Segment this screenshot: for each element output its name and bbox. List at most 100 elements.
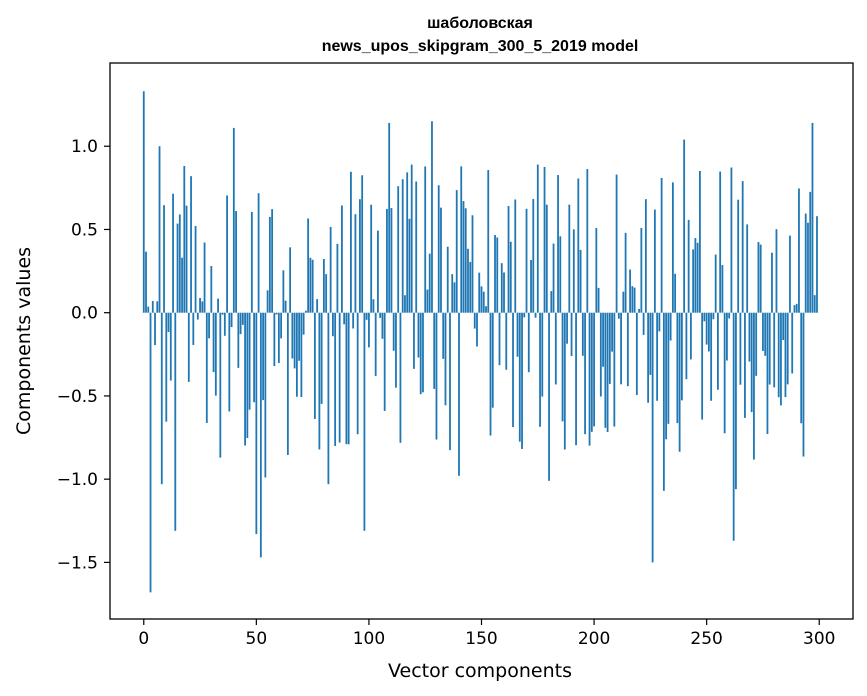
bar [181,257,183,313]
bar [178,214,181,313]
bar [753,312,755,460]
bar [662,312,665,491]
bar [313,312,316,419]
bar [782,312,785,341]
bar [816,216,818,313]
bar [460,166,463,313]
bar [532,199,535,313]
bar [343,312,346,325]
bar [379,312,382,318]
bar [165,312,168,422]
chart-title-line2: news_upos_skipgram_300_5_2019 model [322,38,639,55]
bar [604,312,607,428]
bar [478,272,481,313]
bar [444,312,447,406]
bar [509,241,512,313]
bar [699,170,701,313]
bar [539,312,541,427]
bar [480,286,483,313]
bar [268,216,271,313]
bar [685,312,688,380]
bar [775,229,778,313]
bar [669,312,672,341]
x-tick-label: 250 [690,629,722,649]
x-tick-label: 100 [353,629,385,649]
bars-group [142,91,818,593]
bar [642,312,645,335]
bar [541,312,544,397]
bar [392,312,395,351]
bar [370,204,373,313]
bar [588,312,591,446]
y-tick-label: 1.0 [71,137,98,157]
bar [527,312,530,373]
bar [316,299,319,313]
bar [485,306,487,313]
bar [325,274,328,313]
bar [295,312,298,397]
bar [762,312,764,351]
bar [187,312,190,382]
bar [597,287,600,313]
bar [476,312,478,347]
bar [726,312,728,361]
bar [244,312,246,446]
bar [149,312,152,593]
bar [658,312,661,332]
bar [167,312,170,332]
bar [255,312,258,535]
bar [744,312,746,418]
bar [304,310,307,313]
bar [536,164,539,313]
bar [640,227,643,313]
bar [257,193,260,313]
bar [350,171,352,313]
bar [633,287,636,313]
bar [266,290,269,313]
bar [352,312,355,329]
bar [561,312,564,422]
bar [737,199,740,313]
bar [789,235,791,313]
bar [356,312,359,435]
bar [386,208,388,313]
bar [482,291,485,313]
bar [568,204,571,313]
bar [210,266,213,313]
bar [467,248,469,313]
bar [696,242,699,313]
bar [239,312,242,335]
bar [514,199,517,313]
bar [410,164,413,313]
bar [226,195,228,313]
bar [248,312,251,410]
bar [354,214,357,313]
bar [624,232,627,313]
bar [300,312,303,398]
bar [185,205,188,313]
bar [142,91,145,313]
bar [489,312,492,436]
bar [327,312,330,485]
bar [277,312,280,364]
y-axis-label: Components values [13,247,35,435]
bar [473,312,476,329]
bar [689,312,692,360]
bar [798,188,800,313]
bar [635,312,638,395]
bar [505,312,508,370]
bar [671,182,674,313]
bar [608,312,611,384]
x-tick-label: 200 [578,629,610,649]
bar [557,175,559,313]
bar [223,312,226,336]
bar [406,172,409,313]
bar [687,219,690,313]
bar [656,312,659,401]
bar [575,312,577,446]
bar [462,201,465,313]
bar [205,312,208,423]
bar [424,166,427,313]
bar [363,312,366,531]
bar [426,289,429,313]
